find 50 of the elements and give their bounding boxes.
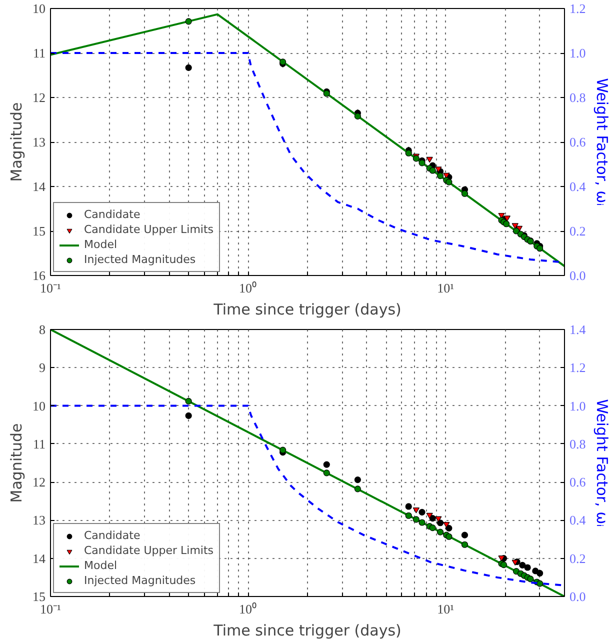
y2-tick-label: 1.2 xyxy=(570,1,586,16)
y2-axis-title: Weight Factor, ωᵢ xyxy=(592,399,611,527)
y-tick-label: 15 xyxy=(32,589,46,604)
y2-tick-label: 0.0 xyxy=(570,589,586,604)
legend-label: Candidate Upper Limits xyxy=(84,223,214,236)
y-tick-label: 15 xyxy=(32,224,46,238)
y2-tick-label: 0.4 xyxy=(570,512,586,528)
y-tick-label: 12 xyxy=(32,90,46,105)
y-tick-label: 12 xyxy=(32,474,46,490)
y-tick-label: 10 xyxy=(32,398,46,414)
y-tick-label: 9 xyxy=(39,360,46,376)
x-tick-label: 10⁻¹ xyxy=(40,602,62,616)
y2-tick-label: 1.0 xyxy=(570,398,586,414)
x-tick-label: 10¹ xyxy=(437,602,454,616)
y2-tick-label: 1.0 xyxy=(570,46,586,60)
x-tick-label: 10⁰ xyxy=(239,280,258,296)
y-tick-label: 11 xyxy=(32,436,46,452)
y-tick-label: 13 xyxy=(32,134,46,150)
y-axis-title: Magnitude xyxy=(8,102,26,182)
y2-axis-title: Weight Factor, ωᵢ xyxy=(592,78,611,206)
legend-label: Injected Magnitudes xyxy=(84,253,196,266)
x-tick-label: 10⁰ xyxy=(239,602,258,616)
y2-tick-label: 0.0 xyxy=(570,268,586,283)
legend-label: Candidate xyxy=(84,529,140,542)
y-tick-label: 16 xyxy=(32,268,46,283)
y2-tick-label: 0.6 xyxy=(570,474,586,490)
y2-tick-label: 0.2 xyxy=(570,550,586,566)
x-axis-title: Time since trigger (days) xyxy=(212,300,402,318)
x-tick-label: 10¹ xyxy=(437,280,454,296)
x-axis-title: Time since trigger (days) xyxy=(212,622,402,640)
y2-tick-label: 0.8 xyxy=(570,436,586,452)
y-axis-title: Magnitude xyxy=(8,423,26,503)
y-tick-label: 8 xyxy=(39,322,46,337)
legend-label: Injected Magnitudes xyxy=(84,574,196,587)
legend-label: Model xyxy=(84,559,118,572)
y-tick-label: 13 xyxy=(32,512,46,528)
legend-label: Model xyxy=(84,238,118,251)
y2-tick-label: 0.2 xyxy=(570,224,586,238)
y-tick-label: 14 xyxy=(32,179,46,194)
y-tick-label: 11 xyxy=(32,46,46,60)
legend-label: Candidate xyxy=(84,208,140,221)
y2-tick-label: 1.4 xyxy=(570,322,586,337)
legend-label: Candidate Upper Limits xyxy=(84,544,214,557)
x-tick-label: 10⁻¹ xyxy=(40,280,62,296)
y2-tick-label: 0.8 xyxy=(570,90,586,105)
y2-tick-label: 1.2 xyxy=(570,360,586,376)
y2-tick-label: 0.4 xyxy=(570,179,586,194)
y2-tick-label: 0.6 xyxy=(570,134,586,150)
y-tick-label: 14 xyxy=(32,550,46,566)
y-tick-label: 10 xyxy=(32,1,46,16)
